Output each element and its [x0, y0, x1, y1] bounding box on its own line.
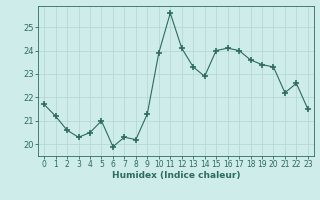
- X-axis label: Humidex (Indice chaleur): Humidex (Indice chaleur): [112, 171, 240, 180]
